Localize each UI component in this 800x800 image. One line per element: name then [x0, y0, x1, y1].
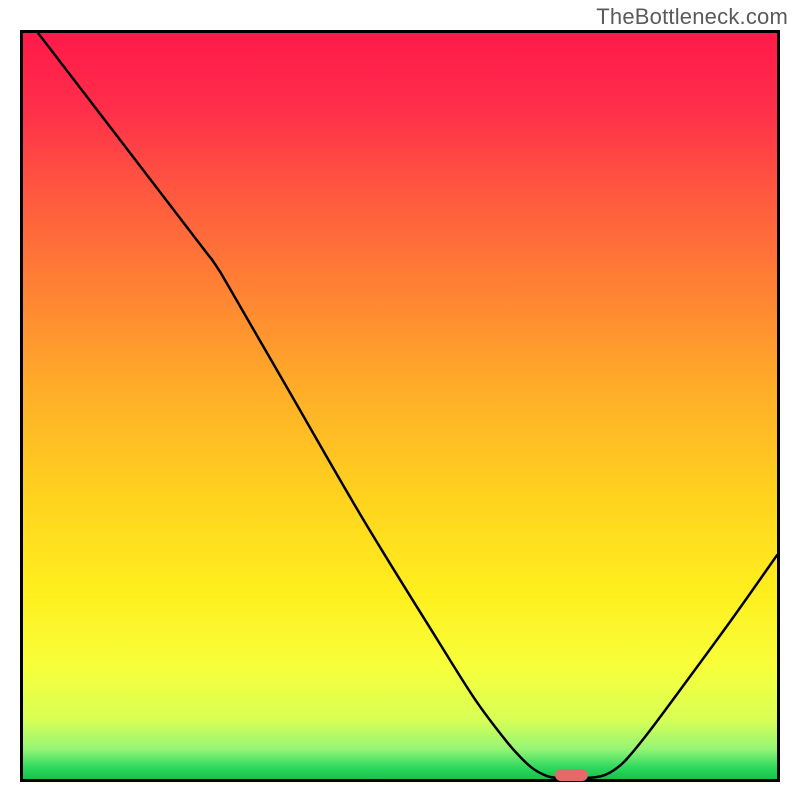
bottleneck-curve	[23, 33, 777, 779]
watermark-text: TheBottleneck.com	[596, 4, 788, 30]
optimal-marker	[555, 769, 588, 781]
chart-container: TheBottleneck.com	[0, 0, 800, 800]
plot-area	[20, 30, 780, 782]
